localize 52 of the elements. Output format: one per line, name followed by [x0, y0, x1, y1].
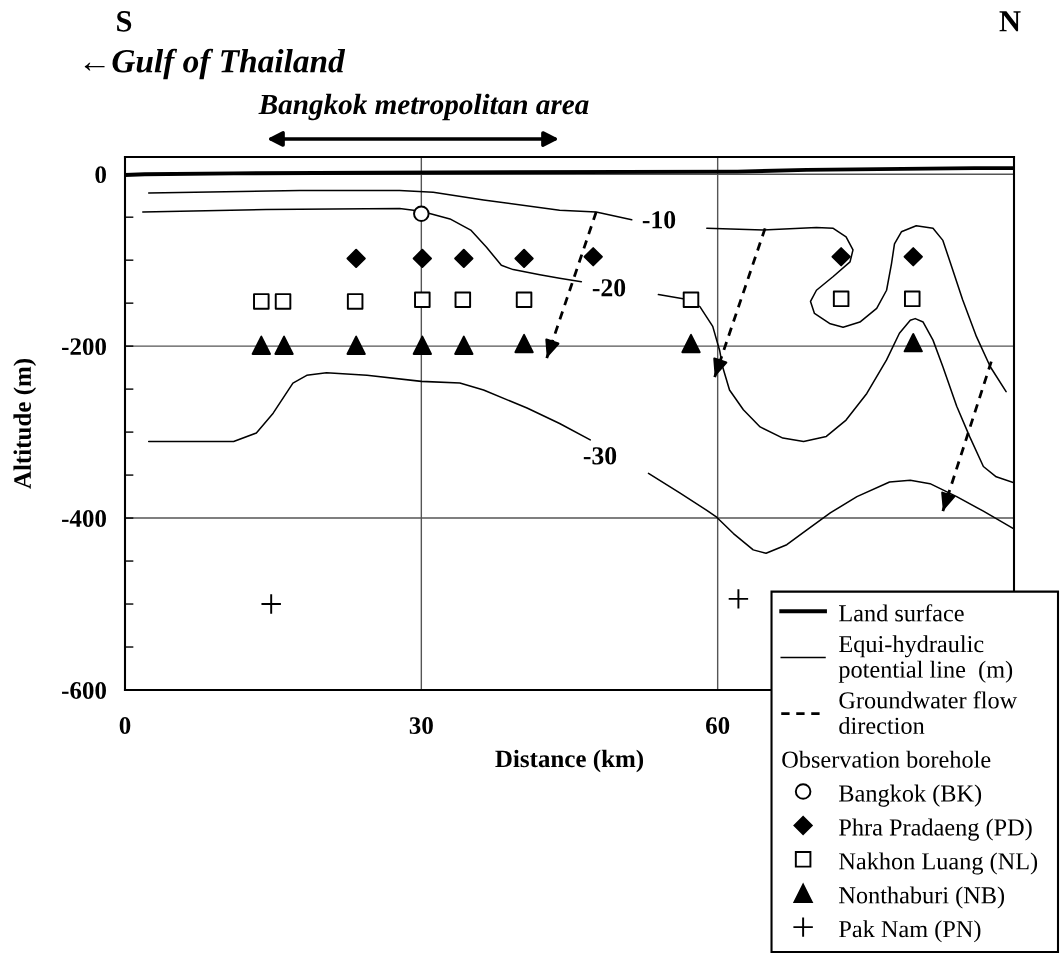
y-tick-label: -400 [62, 510, 106, 527]
point [903, 247, 923, 267]
legend-label: Phra Pradaeng (PD) [839, 818, 1032, 841]
point [251, 335, 271, 355]
text: Bangkok metropolitan area [258, 93, 589, 121]
point [515, 291, 533, 308]
y-axis-title: Altitude (m) [13, 358, 37, 489]
point [583, 247, 603, 267]
point [681, 333, 701, 354]
point [682, 291, 700, 308]
y-tick-label: 0 [95, 166, 106, 184]
point [346, 248, 366, 269]
point [727, 588, 750, 610]
x-tick-label: 0 [119, 717, 131, 734]
x-tick-label: 60 [706, 717, 730, 734]
point [274, 293, 292, 310]
point [514, 248, 534, 269]
legend-label: Nakhon Luang (NL) [839, 852, 1038, 875]
point [904, 290, 921, 308]
legend-label: Groundwater flow direction [839, 691, 1018, 734]
point [831, 247, 851, 267]
point [832, 290, 850, 308]
point [903, 333, 923, 353]
legend-title: Observation borehole [782, 750, 991, 768]
point [514, 333, 534, 354]
point [412, 248, 432, 269]
y-tick-label: -200 [62, 338, 106, 356]
point [414, 291, 431, 308]
x-tick-label: 30 [409, 717, 433, 734]
point [253, 293, 270, 310]
legend-label: Nonthaburi (NB) [839, 886, 1005, 909]
y-tick-label: -600 [62, 682, 106, 699]
text: N [999, 11, 1021, 32]
point [346, 335, 366, 355]
legend-label: Land surface [839, 604, 964, 622]
text: ←Gulf of Thailand [84, 48, 346, 80]
point [454, 248, 474, 269]
annotation: -30 [583, 447, 617, 465]
point [412, 335, 432, 355]
point [346, 293, 364, 310]
x-axis-title: Distance (km) [495, 749, 644, 773]
legend-label: Equi-hydraulic potential line (m) [838, 635, 1013, 683]
point [454, 335, 474, 355]
legend-label: Pak Nam (PN) [839, 920, 981, 943]
point [260, 593, 282, 615]
annotation: -10 [642, 211, 676, 229]
point [274, 335, 294, 355]
point [454, 291, 472, 308]
text: S [117, 11, 132, 32]
annotation: -20 [592, 279, 626, 297]
legend-label: Bangkok (BK) [839, 784, 982, 807]
point [413, 205, 430, 222]
